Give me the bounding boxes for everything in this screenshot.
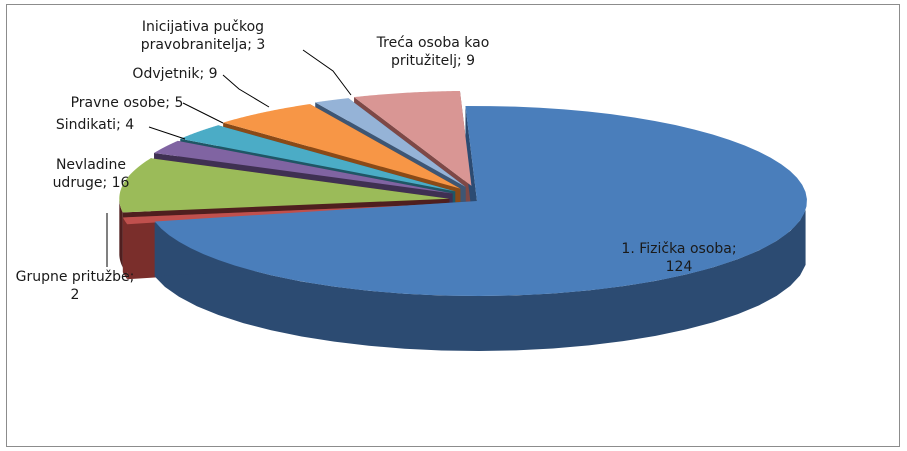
data-label-line: pravobranitelja; 3 [141,37,266,53]
data-label-line: Pravne osobe; 5 [71,95,184,111]
data-label-pravne-osobe: Pravne osobe; 5 [71,95,184,111]
slice-pravne-osobe [180,125,456,192]
data-label-line: Nevladine [56,157,126,173]
slice-inicijativa-pu-kog-pravobranitelja [315,98,466,187]
data-label-sindikati: Sindikati; 4 [56,117,134,133]
slice-1-fizi-ka-osoba [154,106,807,296]
leader-sindikati [148,126,186,140]
data-label-line: Odvjetnik; 9 [132,66,217,82]
pie-chart: 1. Fizička osoba; 124 Grupne pritužbe; 2 Nev… [16,19,807,351]
data-label-1-fizi-ka-osoba: 1. Fizička osoba; 124 [621,241,736,275]
data-label-tre-a-osoba-kao-pritu-itelj: Treća osoba kao pritužitelj; 9 [376,35,490,69]
slice-nevladine-udruge [119,158,450,213]
data-label-line: udruge; 16 [53,175,130,191]
data-label-line: Treća osoba kao [376,35,490,51]
data-label-nevladine-udruge: Nevladine udruge; 16 [53,157,130,191]
data-label-line: Inicijativa pučkog [142,19,264,35]
data-label-line: Grupne pritužbe; [16,269,135,285]
leader-pravne-osobe [182,102,224,124]
data-label-line: Sindikati; 4 [56,117,134,133]
slice-tops [119,90,807,296]
data-label-line: pritužitelj; 9 [391,53,475,69]
leader-inicijativa-pu-kog-pravobranitelja [302,49,352,96]
data-label-inicijativa-pu-kog-pravobranitelja: Inicijativa pučkog pravobranitelja; 3 [141,19,266,53]
slice-side-1-fizi-ka-osoba [154,209,806,351]
data-labels: 1. Fizička osoba; 124 Grupne pritužbe; 2 Nev… [16,19,737,303]
slice-sindikati [154,140,453,194]
chart-frame: 1. Fizička osoba; 124 Grupne pritužbe; 2 Nev… [6,4,900,447]
data-label-line: 1. Fizička osoba; [621,241,736,257]
slice-side-nevladine-udruge [119,199,123,268]
slice-tre-a-osoba-kao-pritu-itelj [354,90,472,186]
data-label-grupne-pritu-be: Grupne pritužbe; 2 [16,269,135,303]
slice-odvjetnik [223,104,461,189]
data-label-line: 2 [71,287,80,303]
data-label-line: 124 [666,259,693,275]
leader-odvjetnik [222,74,270,108]
data-label-odvjetnik: Odvjetnik; 9 [132,66,217,82]
leader-lines [106,49,352,267]
